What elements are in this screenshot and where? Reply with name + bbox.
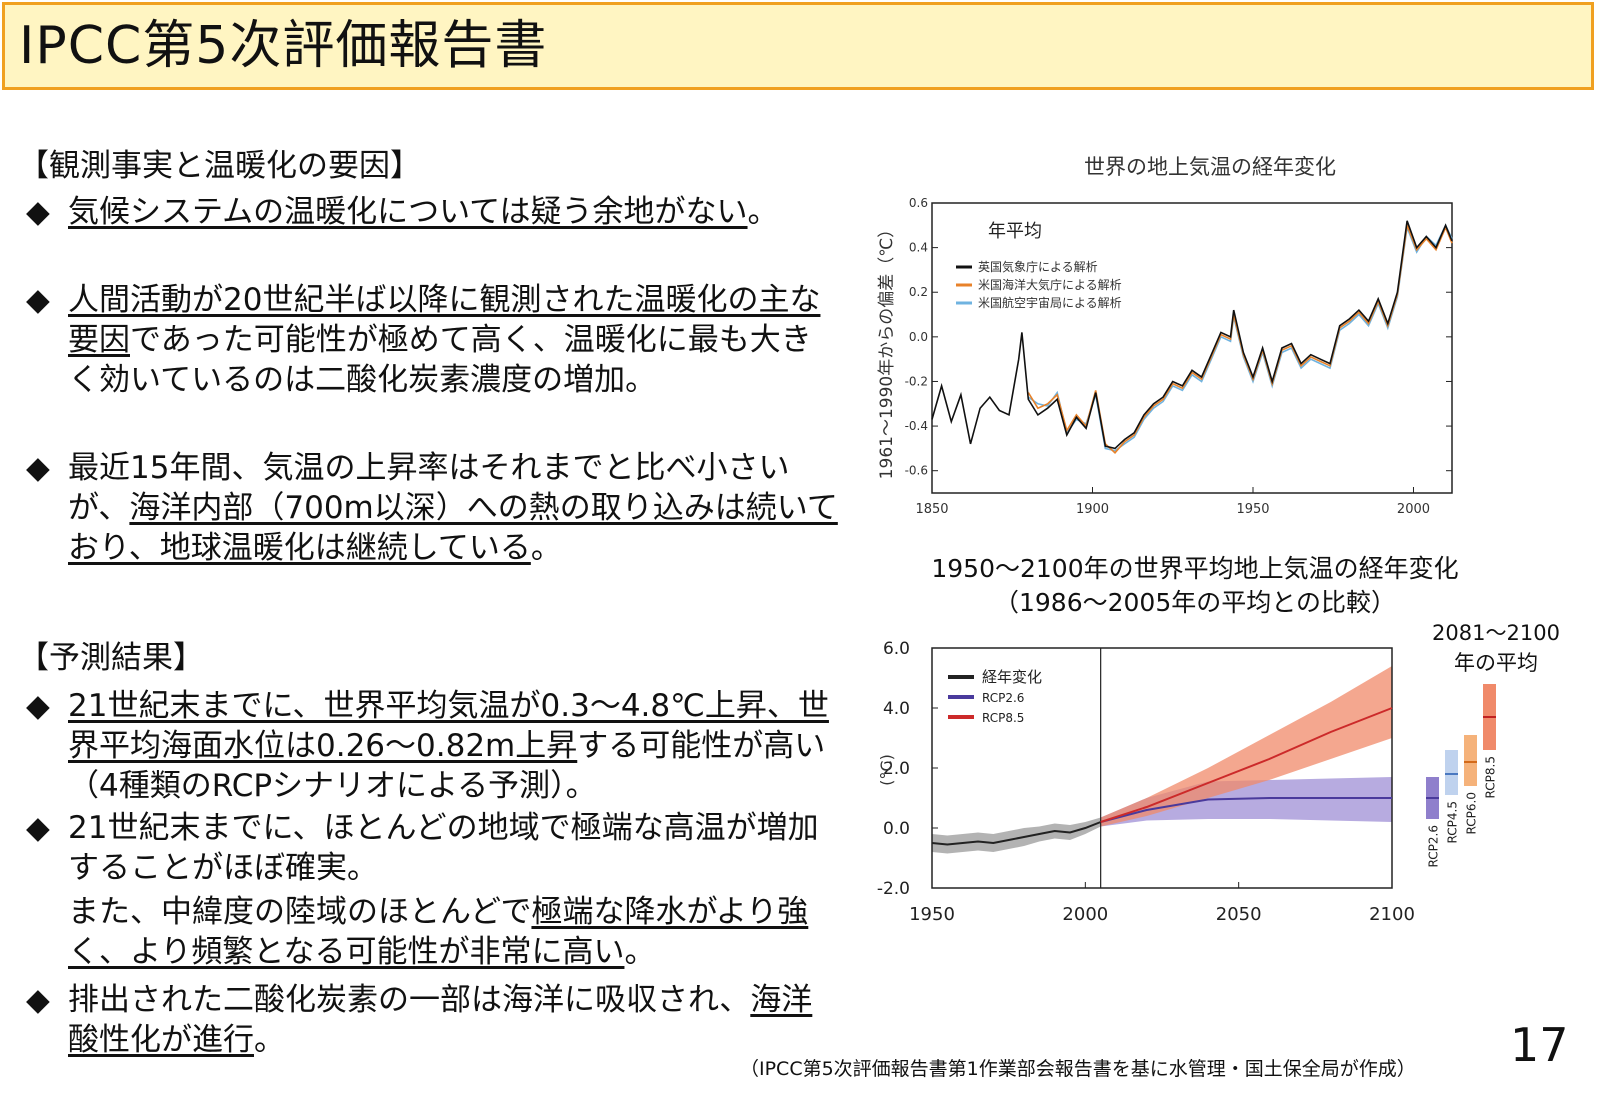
chart2-y-axis-label: (°C): [877, 754, 896, 786]
bullet-mark: ◆: [26, 982, 50, 1018]
y-tick-label: -2.0: [877, 879, 910, 899]
bullet-text: 最近15年間、気温の上昇率はそれまでと比べ小さいが、海洋内部（700m以深）への…: [68, 450, 838, 566]
bullet-4: ◆ 21世紀末までに、世界平均気温が0.3〜4.8℃上昇、世界平均海面水位は0.…: [26, 686, 841, 806]
x-tick-label: 2100: [1369, 904, 1415, 925]
chart1-panel-label: 年平均: [988, 221, 1042, 242]
observed-temperature-chart: 0.6 0.4 0.2 0.0 -0.2 -0.4 -0.6 1850 1900 1950 2000…: [877, 196, 1453, 517]
y-tick-label: 0.4: [909, 241, 928, 255]
legend-label: 経年変化: [982, 668, 1042, 686]
y-tick-label: 4.0: [883, 699, 910, 719]
bullet-text: 排出された二酸化炭素の一部は海洋に吸収され、海洋酸性化が進行。: [68, 982, 813, 1058]
x-tick-label: 2000: [1062, 904, 1108, 925]
bullet-1: ◆ 気候システムの温暖化については疑う余地がない。: [26, 192, 841, 232]
uncertainty-band: [1100, 666, 1392, 827]
y-tick-label: -0.4: [905, 419, 928, 433]
chart1-title: 世界の地上気温の経年変化: [1084, 155, 1336, 179]
bullet-text: また、中緯度の陸域のほとんどで極端な降水がより強く、より頻繁となる可能性が非常に…: [68, 894, 809, 970]
y-tick-label: -0.2: [905, 374, 928, 388]
series-line: [1100, 797, 1392, 823]
bullet-2: ◆ 人間活動が20世紀半ば以降に観測された温暖化の主な要因であった可能性が極めて…: [26, 280, 841, 400]
series-line: [931, 821, 1102, 846]
y-tick-label: 0.0: [909, 330, 928, 344]
x-tick-label: 1950: [909, 904, 955, 925]
bullet-5-continued: また、中緯度の陸域のほとんどで極端な降水がより強く、より頻繁となる可能性が非常に…: [26, 892, 841, 972]
source-note: （IPCC第5次評価報告書第1作業部会報告書を基に水管理・国土保全局が作成）: [740, 1058, 1416, 1080]
side-panel-title: 2081〜2100年の平均: [1432, 621, 1560, 675]
bullet-mark: ◆: [26, 194, 50, 230]
range-bar-label: RCP4.5: [1446, 801, 1460, 843]
legend-label: 米国海洋大気庁による解析: [978, 277, 1122, 292]
legend-label: 英国気象庁による解析: [978, 259, 1098, 274]
range-bar-label: RCP6.0: [1465, 792, 1479, 834]
bullet-text: 21世紀末までに、世界平均気温が0.3〜4.8℃上昇、世界平均海面水位は0.26…: [68, 688, 829, 804]
bullet-text: 21世紀末までに、ほとんどの地域で極端な高温が増加することがほぼ確実。: [68, 810, 819, 886]
bullet-mark: ◆: [26, 810, 50, 846]
x-tick-label: 1900: [1076, 502, 1109, 517]
y-tick-label: -0.6: [905, 464, 928, 478]
bullet-mark: ◆: [26, 688, 50, 724]
x-tick-label: 2000: [1397, 502, 1430, 517]
range-bar: [1445, 750, 1458, 795]
chart1-y-axis-label: 1961〜1990年からの偏差（℃）: [877, 221, 897, 480]
x-tick-label: 1850: [915, 502, 948, 517]
bullet-text: 気候システムの温暖化については疑う余地がない。: [68, 194, 779, 230]
bullet-3: ◆ 最近15年間、気温の上昇率はそれまでと比べ小さいが、海洋内部（700m以深）…: [26, 448, 841, 568]
bullet-6: ◆ 排出された二酸化炭素の一部は海洋に吸収され、海洋酸性化が進行。: [26, 980, 841, 1060]
section-heading-observations: 【観測事実と温暖化の要因】: [18, 148, 421, 184]
title-bar: IPCC第5次評価報告書: [2, 2, 1594, 90]
uncertainty-band: [932, 817, 1101, 854]
page-number: 17: [1510, 1018, 1569, 1072]
legend-label: RCP2.6: [982, 691, 1024, 705]
bullet-mark: ◆: [26, 282, 50, 318]
bullet-mark: ◆: [26, 450, 50, 486]
range-bar-label: RCP2.6: [1427, 825, 1441, 867]
x-tick-label: 1950: [1236, 502, 1269, 517]
y-tick-label: 0.2: [909, 285, 928, 299]
y-tick-label: 6.0: [883, 639, 910, 659]
legend-label: RCP8.5: [982, 711, 1024, 725]
y-tick-label: 0.6: [909, 196, 928, 210]
y-tick-label: 2.0: [883, 759, 910, 779]
series-line: [931, 220, 1453, 450]
slide-title: IPCC第5次評価報告書: [19, 16, 548, 76]
uncertainty-band: [1100, 777, 1392, 827]
bullet-text: 人間活動が20世紀半ば以降に観測された温暖化の主な要因であった可能性が極めて高く…: [68, 282, 821, 398]
x-tick-label: 2050: [1216, 904, 1262, 925]
chart1-plot-frame: [931, 202, 1453, 494]
y-tick-label: 0.0: [883, 819, 910, 839]
range-bar: [1464, 735, 1477, 786]
bullet-5: ◆ 21世紀末までに、ほとんどの地域で極端な高温が増加することがほぼ確実。: [26, 808, 841, 888]
projection-chart: 6.0 4.0 2.0 0.0 -2.0 1950 2000 2050 2100 経年変化 RCP…: [877, 639, 1498, 925]
legend-label: 米国航空宇宙局による解析: [978, 295, 1122, 310]
series-line: [1100, 707, 1393, 823]
chart2-title: 1950〜2100年の世界平均地上気温の経年変化（1986〜2005年の平均との…: [931, 554, 1459, 617]
range-bar-label: RCP8.5: [1484, 756, 1498, 798]
section-heading-projections: 【予測結果】: [18, 640, 204, 676]
